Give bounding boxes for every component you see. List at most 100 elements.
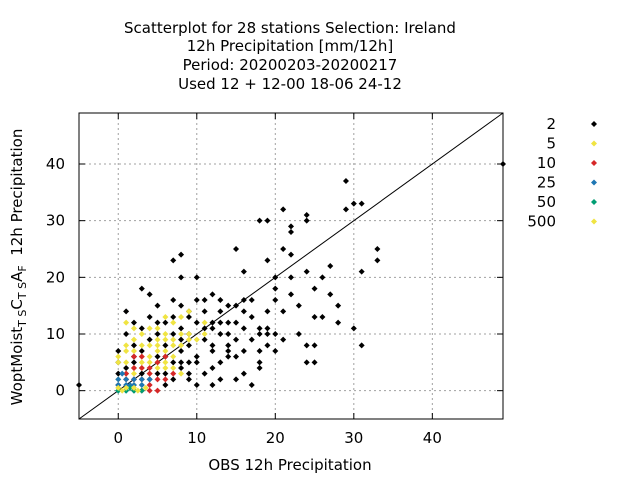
data-point [123,348,130,354]
data-point [146,370,153,377]
data-point [240,308,247,315]
data-point [138,353,145,360]
data-point [170,336,177,343]
data-point [178,314,185,320]
data-point [240,268,247,275]
data-point [256,325,263,332]
data-point [193,274,200,281]
data-point [201,325,208,332]
title-line-2: 12h Precipitation [mm/12h] [187,37,393,55]
data-point [146,376,153,383]
data-point [272,297,279,303]
data-point [146,382,153,388]
data-point [170,314,177,320]
data-point [264,257,271,264]
legend-label: 2 [546,115,556,133]
data-point [115,348,122,354]
data-point [185,336,192,343]
data-point [170,359,177,366]
data-point [130,353,137,360]
data-point [130,348,137,354]
x-tick-label: 10 [187,429,206,447]
data-point [123,319,130,326]
y-axis-label-part: T S [16,282,29,300]
data-point [256,331,263,337]
plot-area [78,112,504,420]
data-point [217,359,224,366]
data-point [311,285,318,292]
y-tick-label: 20 [46,268,65,286]
data-point [123,331,130,337]
data-point [288,291,294,298]
series-2 [76,161,506,388]
data-point [233,376,240,383]
data-point [146,325,153,332]
data-point [130,325,137,332]
data-point [138,382,145,388]
data-point [170,297,177,303]
data-point [193,382,200,388]
data-point [162,353,169,360]
data-point [319,274,326,281]
data-point [154,353,161,360]
data-point [178,359,185,366]
series-500 [115,384,149,394]
data-point [178,274,185,281]
data-point [295,331,302,337]
data-point [154,370,161,377]
y-axis-label-part: C [8,299,26,309]
data-point [170,257,177,264]
data-point [233,302,240,309]
data-point [311,314,318,320]
data-point [146,291,153,298]
data-point [123,370,130,377]
data-point [201,297,208,303]
title-line-4: Used 12 + 12-00 18-06 24-12 [178,75,402,93]
data-point [217,331,224,337]
data-point [178,348,185,354]
data-point [233,246,240,252]
data-point [240,348,247,354]
data-point [311,359,318,366]
data-point [170,331,177,337]
data-point [123,376,130,383]
data-point [264,217,271,224]
data-point [209,365,216,371]
data-point [240,370,247,377]
data-point [154,319,161,326]
y-axis-label-part: A [8,271,26,282]
data-point [248,314,255,320]
data-point [130,342,137,349]
data-point [327,263,334,269]
data-point [162,331,169,337]
data-point [209,319,216,326]
data-point [115,359,122,366]
data-point [162,336,169,343]
data-point [225,302,232,309]
y-tick-label: 10 [46,325,65,343]
data-point [154,302,161,309]
data-point [123,365,130,371]
y-axis-label-part: WoptMoist [8,327,26,406]
y-axis-label-part: 12h Precipitation [8,129,26,266]
data-point [138,331,145,337]
data-point [154,336,161,343]
y-axis-label-part: T S [16,310,29,328]
data-point [209,325,216,332]
data-point [201,331,208,337]
data-point [154,342,161,349]
data-point [217,319,224,326]
y-tick-label: 0 [55,382,65,400]
data-point [162,319,169,326]
data-point [342,206,349,213]
data-point [138,325,145,332]
legend-marker [591,218,597,225]
data-point [264,325,271,332]
data-point [154,359,161,366]
data-point [170,365,177,371]
data-point [335,302,342,309]
data-point [185,370,192,377]
data-point [142,384,149,391]
data-point [319,314,326,320]
data-point [185,376,192,383]
